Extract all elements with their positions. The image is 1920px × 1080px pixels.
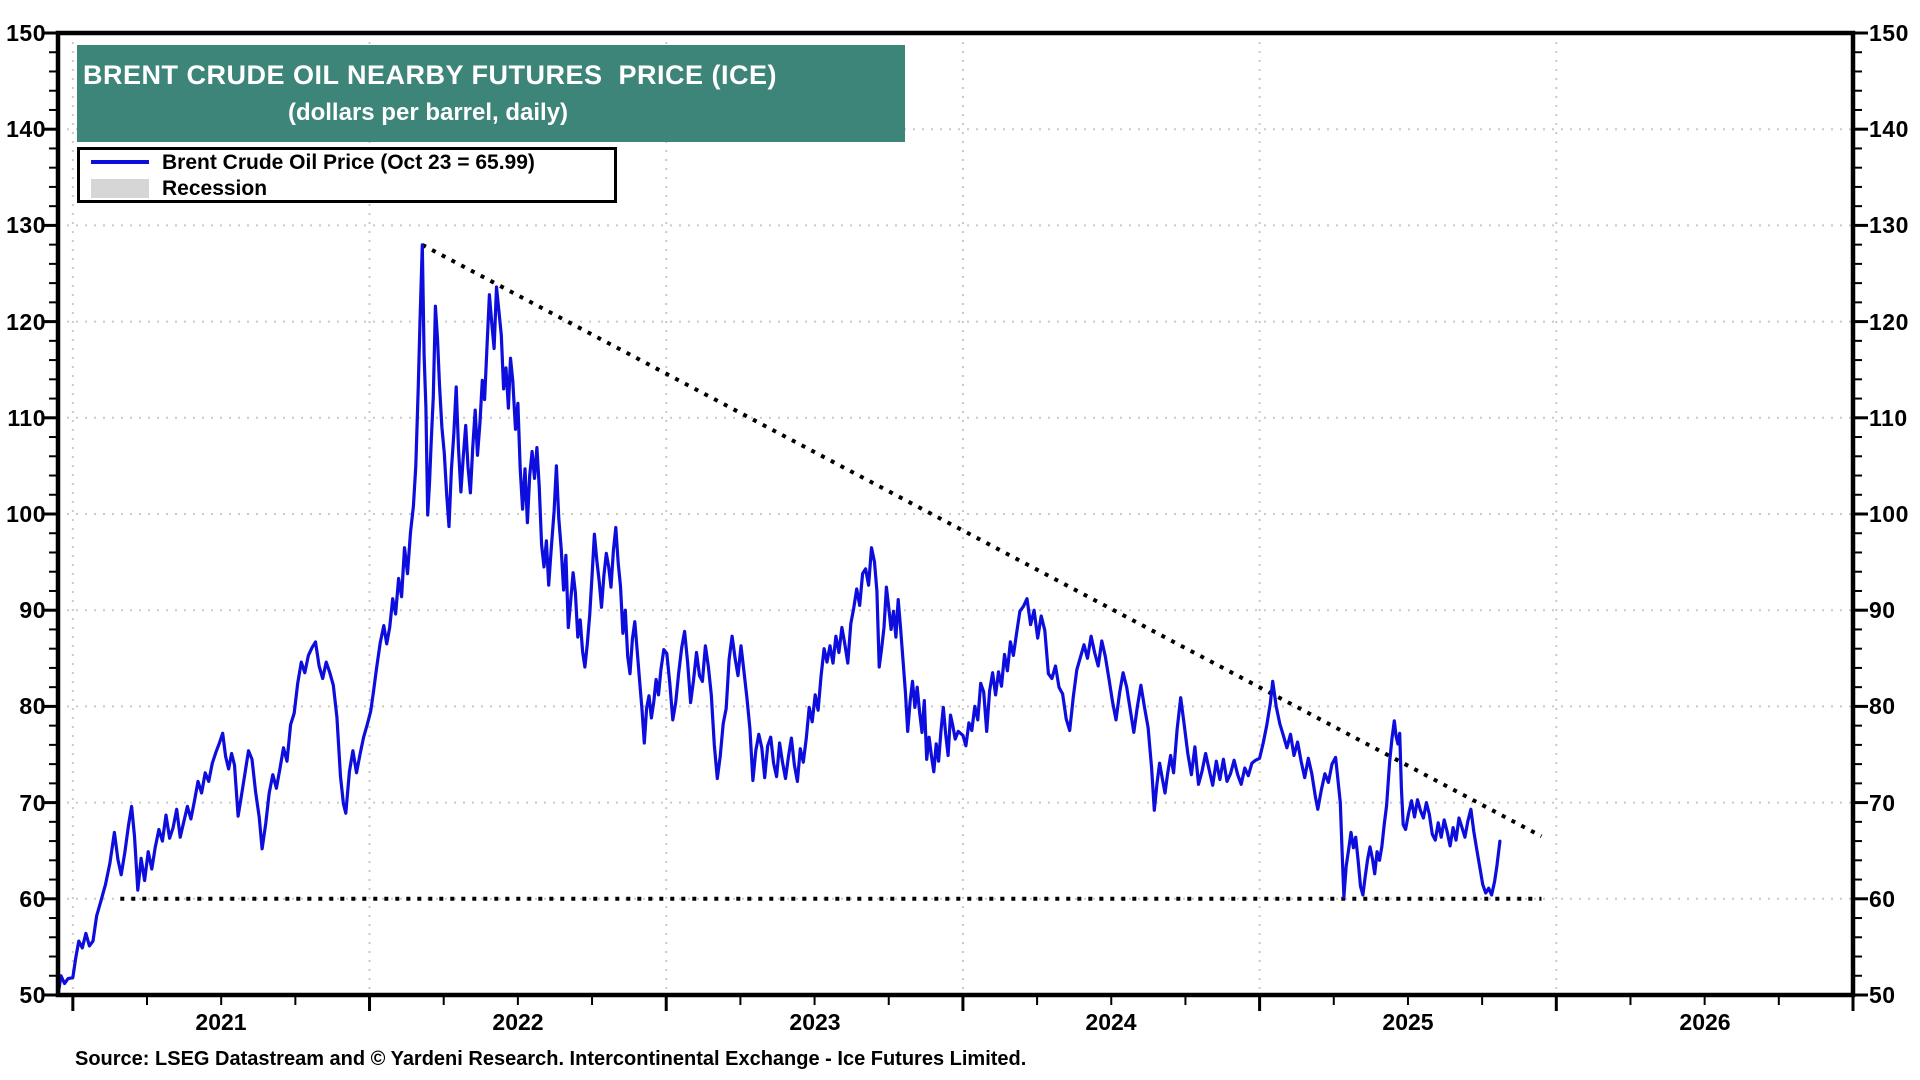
y-axis-label-right-70: 70 (1869, 790, 1896, 816)
y-axis-label-left-100: 100 (6, 501, 46, 527)
y-axis-label-right-50: 50 (1869, 982, 1896, 1008)
y-axis-label-right-80: 80 (1869, 693, 1896, 719)
price-line-swatch (91, 160, 149, 164)
y-axis-label-right-120: 120 (1869, 309, 1909, 335)
y-axis-label-right-150: 150 (1869, 20, 1909, 46)
y-axis-label-left-150: 150 (6, 20, 46, 46)
y-axis-label-right-60: 60 (1869, 886, 1896, 912)
y-axis-label-left-110: 110 (7, 405, 46, 431)
y-axis-label-right-100: 100 (1869, 501, 1909, 527)
x-axis-label-2021: 2021 (195, 1009, 247, 1035)
y-axis-label-left-90: 90 (19, 597, 46, 623)
legend: Brent Crude Oil Price (Oct 23 = 65.99) R… (77, 147, 617, 203)
x-axis-label-2026: 2026 (1679, 1009, 1731, 1035)
legend-line-swatch (91, 160, 149, 164)
title-banner: BRENT CRUDE OIL NEARBY FUTURES PRICE (IC… (77, 45, 905, 142)
trendline-descending-resistance (421, 243, 1543, 839)
y-axis-label-left-60: 60 (19, 886, 46, 912)
y-axis-label-left-120: 120 (6, 309, 46, 335)
legend-row-recession: Recession (80, 176, 614, 201)
price-line-series (56, 243, 1502, 997)
y-axis-label-left-70: 70 (19, 790, 46, 816)
chart-subtitle: (dollars per barrel, daily) (287, 99, 569, 126)
recession-swatch (91, 178, 149, 198)
x-axis-label-2023: 2023 (789, 1009, 841, 1035)
legend-row-price: Brent Crude Oil Price (Oct 23 = 65.99) (80, 150, 614, 175)
chart-title: BRENT CRUDE OIL NEARBY FUTURES PRICE (IC… (83, 60, 778, 90)
plot-frame (55, 30, 1856, 998)
legend-label-price: Brent Crude Oil Price (Oct 23 = 65.99) (162, 150, 535, 174)
y-axis-label-left-50: 50 (19, 982, 46, 1008)
legend-label-recession: Recession (162, 176, 268, 200)
x-axis-label-2024: 2024 (1085, 1009, 1137, 1035)
y-axis-label-right-140: 140 (1869, 116, 1909, 142)
y-axis-label-left-140: 140 (6, 116, 46, 142)
x-axis-label-2025: 2025 (1382, 1009, 1434, 1035)
legend-recession-swatch-wrap (91, 178, 149, 198)
y-axis-label-right-110: 110 (1869, 405, 1908, 431)
y-axis-label-right-90: 90 (1869, 597, 1896, 623)
y-axis-label-left-130: 130 (6, 212, 46, 238)
x-axis-label-2022: 2022 (492, 1009, 544, 1035)
y-axis-label-right-130: 130 (1869, 212, 1909, 238)
source-attribution: Source: LSEG Datastream and © Yardeni Re… (75, 1048, 1027, 1070)
title-text-block: BRENT CRUDE OIL NEARBY FUTURES PRICE (IC… (83, 45, 778, 131)
y-axis-label-left-80: 80 (19, 693, 46, 719)
